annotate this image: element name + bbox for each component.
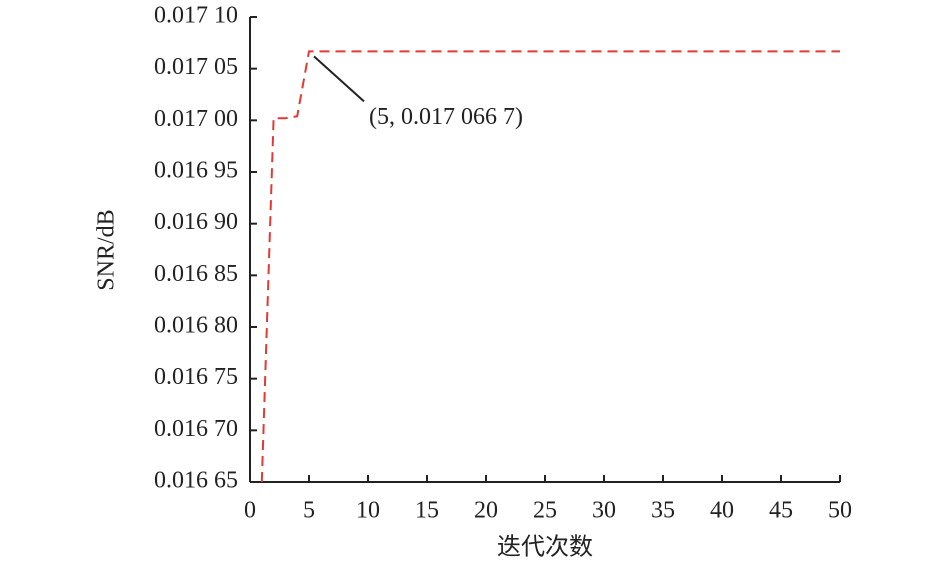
x-axis-label: 迭代次数 <box>497 534 593 561</box>
x-tick-label: 15 <box>415 498 439 524</box>
x-tick-label: 25 <box>533 498 557 524</box>
x-tick-label: 10 <box>356 498 380 524</box>
y-axis-label: SNR/dB <box>94 209 120 290</box>
y-tick-label: 0.016 65 <box>154 468 238 494</box>
y-tick-label: 0.016 95 <box>154 158 238 184</box>
x-tick-label: 0 <box>244 498 256 524</box>
annotation: (5, 0.017 066 7) <box>369 104 523 130</box>
y-tick-label: 0.016 70 <box>154 416 238 442</box>
annotation-leader <box>313 55 365 103</box>
y-tick-label: 0.016 80 <box>154 313 238 339</box>
x-tick-label: 20 <box>474 498 498 524</box>
y-tick-label: 0.017 10 <box>154 3 238 29</box>
y-tick-label: 0.017 05 <box>154 54 238 80</box>
y-tick-label: 0.016 90 <box>154 209 238 235</box>
y-tick-label: 0.016 75 <box>154 364 238 390</box>
y-tick-label: 0.016 85 <box>154 261 238 287</box>
x-tick-label: 5 <box>303 498 315 524</box>
x-tick-label: 30 <box>592 498 616 524</box>
x-tick-label: 45 <box>769 498 793 524</box>
data-line <box>260 50 840 482</box>
x-tick-label: 35 <box>651 498 675 524</box>
y-tick-label: 0.017 00 <box>154 106 238 132</box>
x-tick-label: 40 <box>710 498 734 524</box>
x-tick-label: 50 <box>828 498 852 524</box>
